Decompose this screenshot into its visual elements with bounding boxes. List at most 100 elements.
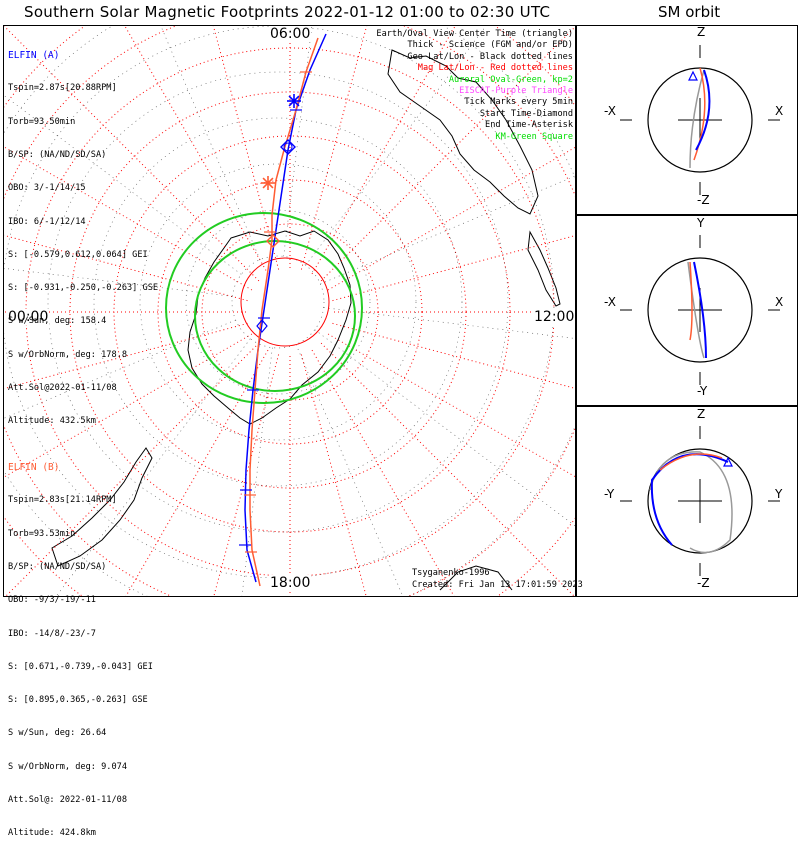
elfin-b-start-diamond (266, 234, 280, 248)
elfin-a-line: S w/OrbNorm, deg: 178.8 (8, 349, 127, 360)
legend-entry: Thick - Science (FGM and/or EPD) (407, 40, 573, 51)
elfin-b-line: Tspin=2.83s[21.14RPM] (8, 495, 117, 506)
sm2-top-label: Y (697, 216, 705, 230)
asterisk-stroke (288, 95, 300, 107)
elfin-a-line: OBO: 3/-1/14/15 (8, 183, 86, 194)
mag-lon-line (327, 333, 575, 478)
sm-panel-xz (576, 25, 798, 215)
elfin-a-line: S: [-0.931,-0.250,-0.263] GSE (8, 283, 159, 294)
sm-panel-yz (576, 406, 798, 597)
model-label: Tsyganenko-1996 (412, 568, 490, 578)
geo-lat-circle (231, 255, 325, 349)
mag-lon-line (5, 342, 260, 596)
sm1-elfin-b-orbit (693, 67, 706, 161)
sm2-elfin-b-orbit (689, 261, 693, 341)
elfin-a-line: Tspin=2.87s[20.88RPM] (8, 83, 117, 94)
footprint-plot-frame (3, 25, 576, 597)
sm-earth-circle (647, 257, 753, 363)
sm3-elfin-b-orbit (659, 453, 723, 471)
elfin-b-line: B/SP: (NA/ND/SD/SA) (8, 562, 107, 573)
sm3-full-orbit (649, 451, 733, 554)
sm3-top-label: Z (697, 407, 706, 421)
elfin-a-name: ELFIN (A) (8, 50, 60, 62)
sm1-triangle (688, 70, 698, 81)
sm1-top-label: Z (697, 25, 706, 39)
sm1-elfin-a-orbit (695, 69, 711, 151)
mag-lon-line (320, 26, 575, 282)
elfin-b-end-asterisk (261, 176, 275, 190)
legend-entry: End Time-Asterisk (485, 120, 573, 131)
created-label: Created: Fri Jan 13 17:01:59 2023 (412, 580, 583, 590)
geo-grid (4, 26, 575, 596)
new-zealand-coastline (527, 230, 561, 307)
plot-title: Southern Solar Magnetic Footprints 2022-… (24, 3, 551, 21)
elfin-a-footprint-track (244, 33, 327, 583)
mag-lat-circle (240, 257, 330, 347)
sm2-left-label: -X (604, 295, 616, 309)
geo-lat-circle (47, 71, 509, 533)
time-label-bottom: 18:00 (269, 575, 312, 591)
legend-entry: Earth/Oval View Center Time (triangle) (376, 29, 573, 39)
sm1-left-label: -X (604, 104, 616, 118)
mag-lon-line (320, 342, 575, 596)
auroral-oval-outer (165, 212, 363, 404)
geo-lat-circle (185, 209, 371, 395)
elfin-b-line: Torb=93.53min (8, 528, 76, 539)
time-label-right: 12:00 (533, 309, 576, 325)
sm-orbit-title: SM orbit (658, 3, 721, 21)
elfin-a-line: B/SP: (NA/ND/SD/SA) (8, 150, 107, 161)
elfin-a-start-diamond (280, 139, 296, 155)
time-label-left: 00:00 (7, 309, 50, 325)
elfin-b-line: S: [0.671,-0.739,-0.043] GEI (8, 661, 153, 672)
legend-entry: EISCAT-Purple Triangle (459, 86, 573, 97)
elfin-a-line: Att.Sol@2022-01-11/08 (8, 383, 117, 393)
south-america-coastline (51, 447, 153, 567)
sm3-left-label: -Y (604, 487, 615, 501)
sm2-right-label: X (775, 295, 784, 309)
mag-lon-line (311, 349, 455, 596)
elfin-a-info: ELFIN (A) Tspin=2.87s[20.88RPM] Torb=93.… (8, 28, 158, 438)
elfin-b-line: S: [0.895,0.365,-0.263] GSE (8, 695, 148, 706)
legend-entry: Geo Lat/Lon - Black dotted lines (407, 51, 573, 62)
mag-lon-line (213, 354, 280, 596)
asterisk-stroke (262, 177, 274, 189)
elfin-a-line: S w/Sun, deg: 158.4 (8, 316, 107, 327)
elfin-b-line: S w/Sun, deg: 26.64 (8, 728, 107, 739)
sm2-full-orbit (687, 261, 705, 359)
sm1-bottom-label: -Z (697, 193, 710, 207)
mag-lon-line (4, 234, 248, 302)
elfin-a-line: S: [-0.579,0.612,0.064] GEI (8, 249, 148, 260)
mag-lon-line (300, 26, 368, 270)
sm3-bottom-label: -Z (697, 576, 710, 590)
sm2-bottom-label: -Y (697, 384, 708, 398)
elfin-a-end-asterisk (287, 94, 301, 108)
legend-entry: KM-Green Square (495, 131, 573, 142)
elfin-b-name: ELFIN (B) (8, 462, 60, 474)
mag-lon-line (332, 235, 575, 302)
mag-lon-line (212, 26, 280, 270)
sm3-right-label: Y (775, 487, 783, 501)
sm2-elfin-a-orbit (693, 261, 707, 359)
geo-lat-circle (93, 117, 463, 487)
legend: Earth/Oval View Center Time (triangle) Th… (376, 29, 573, 143)
elfin-a-marker-diamond (256, 319, 268, 333)
legend-entry: Start Time-Diamond (479, 108, 573, 119)
geo-lat-circle (139, 163, 417, 441)
legend-entry: Auroral Oval-Green, kp=2 (448, 74, 573, 85)
elfin-b-line: Altitude: 424.8km (8, 828, 96, 839)
sm-orbit-plots (620, 45, 780, 576)
legend-entry: Mag Lat/Lon - Red dotted lines (417, 63, 573, 74)
geo-lat-circle (4, 26, 555, 579)
sm1-full-orbit (689, 69, 705, 169)
mag-lon-line (300, 354, 367, 596)
mag-lon-line (4, 322, 248, 390)
elfin-b-line: IBO: -14/8/-23/-7 (8, 628, 96, 639)
elfin-b-line: S w/OrbNorm, deg: 9.074 (8, 761, 127, 772)
elfin-a-line: IBO: 6/-1/12/14 (8, 216, 86, 227)
elfin-a-line: Torb=93.50min (8, 116, 76, 127)
mag-lon-line (125, 349, 269, 596)
mag-lon-line (4, 333, 253, 478)
sm1-right-label: X (775, 104, 784, 118)
mag-lon-line (4, 146, 253, 291)
legend-entry: Tick Marks every 5min (464, 97, 573, 108)
